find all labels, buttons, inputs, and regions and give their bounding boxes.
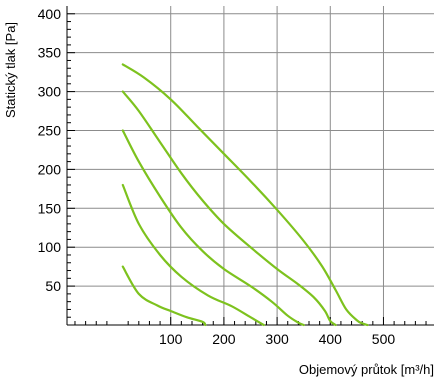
minor-ticks (67, 13, 427, 325)
x-tick-label: 200 (212, 331, 236, 347)
y-tick-label: 100 (38, 239, 62, 255)
x-tick-label: 300 (265, 331, 289, 347)
y-tick-label: 200 (38, 161, 62, 177)
y-axis-title: Statický tlak [Pa] (3, 22, 18, 118)
y-tick-label: 250 (38, 122, 62, 138)
x-axis-title: Objemový průtok [m³/h] (299, 362, 434, 377)
x-tick-label: 100 (159, 331, 183, 347)
series-line (121, 63, 369, 327)
grid (67, 6, 434, 325)
x-tick-label: 500 (372, 331, 396, 347)
y-tick-label: 150 (38, 200, 62, 216)
series-line (121, 183, 265, 327)
series-line (121, 265, 207, 327)
x-tick-label: 400 (319, 331, 343, 347)
series-line (121, 129, 305, 327)
y-tick-label: 400 (38, 6, 62, 22)
y-tick-label: 50 (45, 278, 61, 294)
tick-labels: 100 200 300 400 500 50 100 150 200 250 300 350 400 (38, 6, 396, 347)
y-tick-label: 300 (38, 84, 62, 100)
series-group (121, 63, 369, 327)
series-line (121, 90, 337, 327)
y-tick-label: 350 (38, 45, 62, 61)
